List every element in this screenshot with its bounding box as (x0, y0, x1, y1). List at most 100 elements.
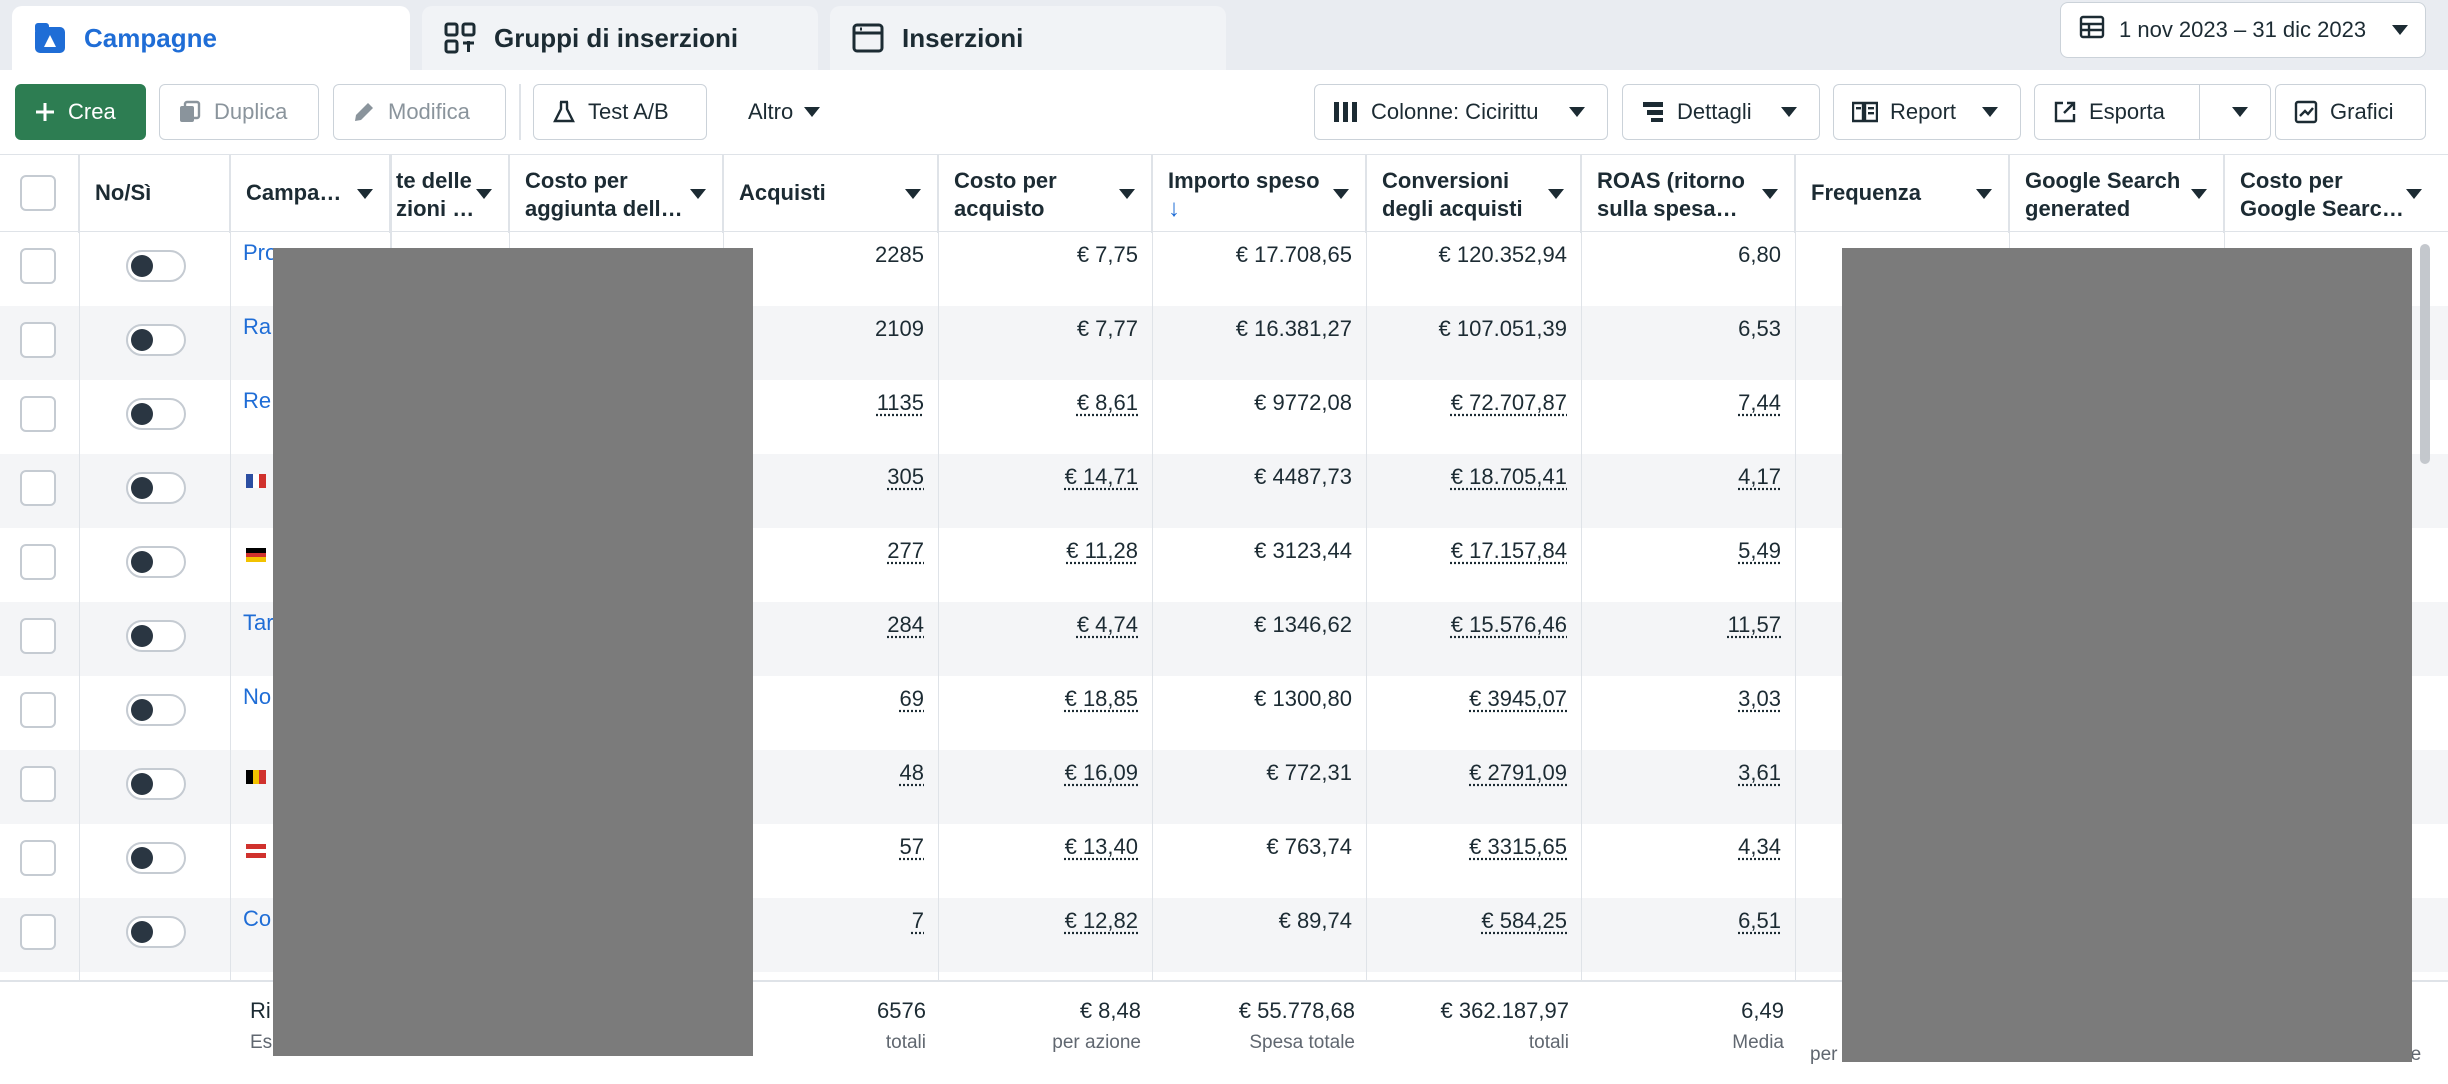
campaign-name-link[interactable]: Ra (243, 314, 272, 339)
campaign-status-toggle[interactable] (126, 472, 186, 504)
cell-value[interactable]: 4,34 (1738, 834, 1781, 859)
summary-sublabel: per azione (1052, 1032, 1141, 1053)
more-button[interactable]: Altro (729, 84, 843, 140)
row-checkbox[interactable] (20, 692, 56, 728)
cell-value[interactable]: 57 (899, 834, 924, 859)
ab-test-label: Test A/B (588, 99, 669, 124)
column-header-conversions[interactable]: Conversioni degli acquisti (1366, 155, 1581, 233)
tab-ads[interactable]: Inserzioni (830, 6, 1226, 70)
tab-campaigns[interactable]: Campagne (12, 6, 410, 70)
table-row[interactable]: Re 1135 € 8,61 € 9772,08 € 72.707,87 7,44 (0, 380, 2448, 454)
cell-value[interactable]: € 4,74 (1076, 612, 1138, 637)
cell-value[interactable]: 3,03 (1738, 686, 1781, 711)
cell-value[interactable]: € 13,40 (1064, 834, 1138, 859)
toolbar: Crea Duplica Modifica Test A/B Altro Col… (0, 70, 2448, 154)
campaign-name-link[interactable]: Co (243, 906, 272, 931)
cell-value[interactable]: 5,49 (1738, 538, 1781, 563)
charts-button[interactable]: Grafici (2275, 84, 2426, 140)
campaign-status-toggle[interactable] (126, 842, 186, 874)
column-header-label: Costo per (2240, 168, 2343, 193)
report-button[interactable]: Report (1833, 84, 2021, 140)
table-row[interactable]: Pro 2285 € 7,75 € 17.708,65 € 120.352,94 6,80 (0, 232, 2448, 306)
details-button[interactable]: Dettagli (1622, 84, 1820, 140)
cell-value[interactable]: € 18.705,41 (1450, 464, 1567, 489)
campaign-status-toggle[interactable] (126, 620, 186, 652)
cell-value[interactable]: € 12,82 (1064, 908, 1138, 933)
table-row[interactable]: 277 € 11,28 € 3123,44 € 17.157,84 5,49 (0, 528, 2448, 602)
summary-amount-spent: € 55.778,68 Spesa totale (1152, 998, 1355, 1054)
create-button[interactable]: Crea (15, 84, 146, 140)
row-checkbox[interactable] (20, 544, 56, 580)
cell-value[interactable]: 7 (911, 908, 924, 933)
cell-value[interactable]: € 15.576,46 (1450, 612, 1567, 637)
row-checkbox[interactable] (20, 914, 56, 950)
column-header-toggle[interactable]: No/Sì (79, 155, 230, 233)
cell-value[interactable]: 69 (899, 686, 924, 711)
cell-value[interactable]: 1135 (876, 390, 924, 415)
ab-test-button[interactable]: Test A/B (533, 84, 707, 140)
campaign-name-link[interactable]: No (243, 684, 272, 709)
columns-button[interactable]: Colonne: Cicirittu (1314, 84, 1608, 140)
pencil-icon (352, 100, 376, 124)
row-checkbox[interactable] (20, 470, 56, 506)
table-row[interactable]: No 69 € 18,85 € 1300,80 € 3945,07 3,03 (0, 676, 2448, 750)
cell-value[interactable]: € 8,61 (1076, 390, 1138, 415)
cell-value[interactable]: 3,61 (1738, 760, 1781, 785)
cell-value[interactable]: € 14,71 (1064, 464, 1138, 489)
column-header-campaign[interactable]: Campa… (230, 155, 390, 233)
edit-button[interactable]: Modifica (333, 84, 506, 140)
row-checkbox[interactable] (20, 248, 56, 284)
column-header-frequency[interactable]: Frequenza (1795, 155, 2009, 233)
campaign-status-toggle[interactable] (126, 768, 186, 800)
row-checkbox[interactable] (20, 396, 56, 432)
cell-value[interactable]: € 18,85 (1064, 686, 1138, 711)
cell-value[interactable]: 284 (887, 612, 924, 637)
campaign-status-toggle[interactable] (126, 546, 186, 578)
cell-value[interactable]: 4,17 (1738, 464, 1781, 489)
cell-value[interactable]: € 11,28 (1066, 538, 1138, 563)
row-checkbox[interactable] (20, 322, 56, 358)
campaign-status-toggle[interactable] (126, 324, 186, 356)
table-row[interactable]: 57 € 13,40 € 763,74 € 3315,65 4,34 (0, 824, 2448, 898)
chevron-down-icon (1119, 189, 1135, 199)
cell-value[interactable]: 277 (887, 538, 924, 563)
date-range-picker[interactable]: 1 nov 2023 – 31 dic 2023 (2060, 2, 2426, 58)
campaign-name-link[interactable]: Tar (243, 610, 274, 635)
export-options-button[interactable] (2199, 84, 2271, 140)
cell-value[interactable]: € 16,09 (1064, 760, 1138, 785)
column-header-purchases[interactable]: Acquisti (723, 155, 938, 233)
cell-value[interactable]: € 17.157,84 (1450, 538, 1567, 563)
column-header-google-search[interactable]: Google Search generated (2009, 155, 2224, 233)
report-label: Report (1890, 99, 1957, 124)
campaign-name-link[interactable]: Re (243, 388, 272, 413)
column-header-roas[interactable]: ROAS (ritorno sulla spesa… (1581, 155, 1795, 233)
cell-value[interactable]: 7,44 (1738, 390, 1781, 415)
cell-value[interactable]: 48 (899, 760, 924, 785)
cell-value[interactable]: € 3945,07 (1469, 686, 1567, 711)
cell-value[interactable]: 305 (887, 464, 924, 489)
campaign-status-toggle[interactable] (126, 916, 186, 948)
cell-value[interactable]: € 584,25 (1481, 908, 1567, 933)
column-header-amount-spent[interactable]: Importo speso ↓ (1152, 155, 1366, 233)
cell-value[interactable]: 6,51 (1738, 908, 1781, 933)
cell-value[interactable]: 11,57 (1727, 612, 1781, 637)
row-checkbox[interactable] (20, 840, 56, 876)
row-checkbox[interactable] (20, 618, 56, 654)
campaign-name-link[interactable]: Pro (243, 240, 278, 265)
column-header-google-cost[interactable]: Costo per Google Searc… (2224, 155, 2438, 233)
campaign-status-toggle[interactable] (126, 694, 186, 726)
campaign-status-toggle[interactable] (126, 398, 186, 430)
column-header-cost-per-add[interactable]: Costo per aggiunta dell… (509, 155, 723, 233)
row-checkbox[interactable] (20, 766, 56, 802)
select-all-checkbox[interactable] (20, 175, 56, 211)
export-button[interactable]: Esporta (2034, 84, 2200, 140)
cell-value[interactable]: € 2791,09 (1469, 760, 1567, 785)
column-header-cost-per-purchase[interactable]: Costo per acquisto (938, 155, 1152, 233)
vertical-scrollbar[interactable] (2420, 244, 2430, 464)
campaign-status-toggle[interactable] (126, 250, 186, 282)
duplicate-button[interactable]: Duplica (159, 84, 319, 140)
column-header-partial[interactable]: te delle zioni … (390, 155, 509, 233)
tab-ad-groups[interactable]: Gruppi di inserzioni (422, 6, 818, 70)
cell-value[interactable]: € 72.707,87 (1450, 390, 1567, 415)
cell-value[interactable]: € 3315,65 (1469, 834, 1567, 859)
